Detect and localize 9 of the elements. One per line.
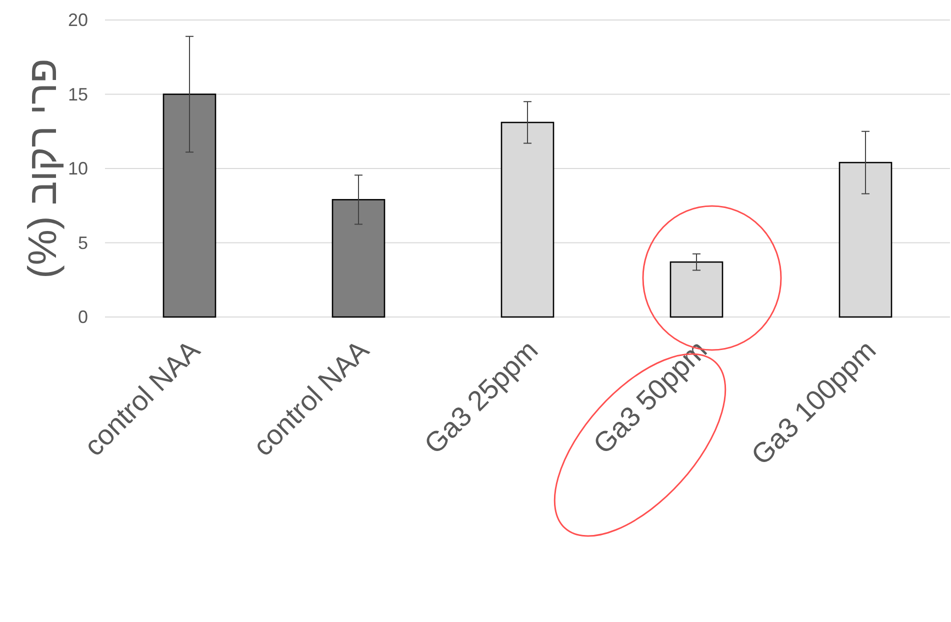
bar (332, 199, 386, 318)
y-axis-title: פרי רקוב (%) (21, 58, 65, 278)
bar (162, 94, 216, 318)
y-tick-label: 20 (68, 10, 88, 30)
bar (670, 261, 724, 318)
y-tick-label: 5 (78, 232, 88, 253)
y-tick-label: 0 (78, 307, 88, 327)
y-tick-label: 15 (68, 84, 88, 104)
y-tick-label: 10 (68, 158, 88, 178)
